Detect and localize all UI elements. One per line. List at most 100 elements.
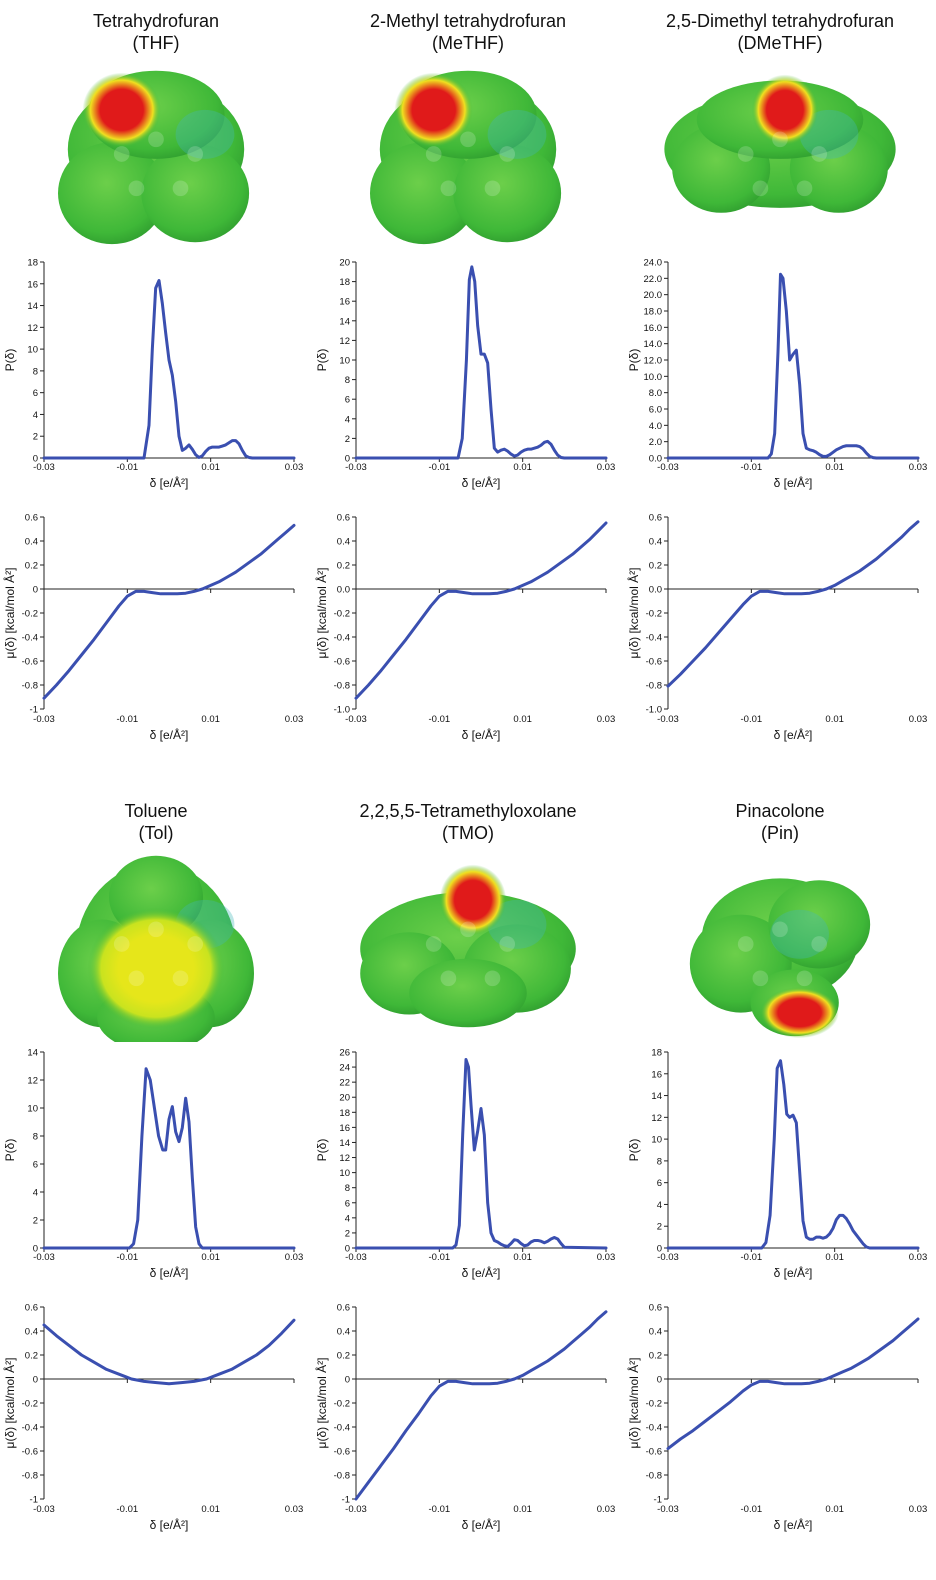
- y-tick-label: -0.6: [22, 657, 38, 668]
- atom-ghost: [187, 146, 204, 162]
- y-tick-label: -1: [342, 1495, 350, 1506]
- atom-ghost: [148, 131, 164, 148]
- x-tick-label: -0.01: [741, 1252, 763, 1263]
- atom-ghost: [737, 936, 754, 952]
- molecule-image: [58, 70, 250, 245]
- sigma-potential-chart: -1.0 -0.8 -0.6 -0.4 -0.2 0.0 0.2 0.4 0.6 -0.03 -0.…: [626, 513, 927, 743]
- y-tick-label: -0.4: [22, 633, 38, 644]
- negative-region: [175, 109, 235, 159]
- y-tick-label: 16.0: [644, 323, 663, 334]
- y-tick-label: 0.2: [25, 1351, 38, 1362]
- x-tick-label: -0.03: [345, 1252, 367, 1263]
- panel-charts: 0 2 4 6 8 10 12 14 16 18 -0.03 -0.01 0.01 0.03 δ [e/Å²…: [2, 258, 303, 743]
- atom-ghost: [484, 970, 501, 987]
- atom-ghost: [172, 180, 189, 197]
- x-tick-label: -0.01: [741, 714, 763, 725]
- y-tick-label: -0.8: [334, 681, 350, 692]
- panel-title: Toluene (Tol): [0, 800, 312, 844]
- sigma-profile-line: [666, 1059, 920, 1250]
- x-tick-label: 0.03: [909, 1504, 928, 1515]
- x-tick-label: -0.01: [741, 1504, 763, 1515]
- x-tick-label: 0.03: [285, 1252, 304, 1263]
- sigma-profile-chart: 0.0 2.0 4.0 6.0 8.0 10.0 12.0 14.0 16.0 18.0 20.0 2…: [627, 258, 927, 491]
- x-tick-label: -0.01: [741, 462, 763, 473]
- y-tick-label: 8.0: [649, 388, 662, 399]
- molecule-image: [360, 864, 576, 1028]
- x-tick-label: -0.01: [117, 1252, 139, 1263]
- y-tick-label: 20: [339, 258, 350, 269]
- x-tick-label: 0.01: [201, 1504, 220, 1515]
- y-tick-label: 16: [339, 297, 350, 308]
- x-axis-label: δ [e/Å²]: [774, 475, 813, 490]
- atom-ghost: [737, 146, 754, 162]
- y-tick-label: 0: [33, 1375, 38, 1386]
- molecule-name: 2-Methyl tetrahydrofuran: [369, 11, 567, 31]
- atom-ghost: [752, 970, 769, 987]
- y-tick-label: 8: [345, 1183, 350, 1194]
- molecule-name: Tetrahydrofuran: [92, 11, 220, 31]
- x-tick-label: 0.01: [825, 1504, 844, 1515]
- y-tick-label: 20.0: [644, 290, 663, 301]
- atom-ghost: [148, 921, 164, 938]
- x-axis-label: δ [e/Å²]: [150, 1265, 189, 1280]
- y-tick-label: 22.0: [644, 274, 663, 285]
- y-axis-label: P(δ): [315, 349, 329, 372]
- y-tick-label: 2: [345, 1228, 350, 1239]
- x-tick-label: 0.03: [285, 714, 304, 725]
- y-tick-label: 12: [339, 1153, 350, 1164]
- y-tick-label: 18: [651, 1048, 662, 1059]
- y-tick-label: 14: [339, 1138, 350, 1149]
- molecule-panel: Tetrahydrofuran (THF) 0 2 4 6 8 10 12 14 16 18 -0.03…: [0, 0, 312, 790]
- x-axis-label: δ [e/Å²]: [774, 1265, 813, 1280]
- y-axis-label: P(δ): [3, 349, 17, 372]
- atom-ghost: [187, 936, 204, 952]
- x-axis-label: δ [e/Å²]: [774, 1517, 813, 1532]
- atom-ghost: [128, 970, 145, 987]
- surface-lobe: [58, 142, 166, 245]
- y-tick-label: 18.0: [644, 307, 663, 318]
- y-tick-label: 10: [27, 345, 38, 356]
- y-tick-label: 0: [33, 585, 38, 596]
- x-axis-label: δ [e/Å²]: [462, 727, 501, 742]
- y-tick-label: 16: [27, 279, 38, 290]
- y-tick-label: 4: [345, 1213, 350, 1224]
- panel-charts: 0 2 4 6 8 10 12 14 16 18 20 -0.03 -0.01 0.01 0.03 δ [e/…: [314, 258, 615, 743]
- y-tick-label: -0.8: [646, 1471, 662, 1482]
- x-tick-label: -0.03: [657, 714, 679, 725]
- x-tick-label: -0.03: [657, 462, 679, 473]
- sigma-potential-chart: -1 -0.8 -0.6 -0.4 -0.2 0 0.2 0.4 0.6 -0.03 -0.01 0.…: [2, 1303, 303, 1533]
- surface-lobe: [768, 880, 871, 969]
- x-tick-label: -0.03: [33, 1504, 55, 1515]
- y-tick-label: 12: [27, 323, 38, 334]
- x-axis-label: δ [e/Å²]: [774, 727, 813, 742]
- y-axis-label: μ(δ) [kcal/mol Å²]: [2, 1358, 17, 1449]
- molecule-abbreviation: (MeTHF): [432, 33, 504, 53]
- polarity-hotspot: [82, 72, 161, 148]
- x-tick-label: 0.01: [825, 462, 844, 473]
- y-tick-label: -0.2: [646, 1399, 662, 1410]
- atom-ghost: [772, 131, 788, 148]
- panel-title: 2-Methyl tetrahydrofuran (MeTHF): [312, 10, 624, 54]
- y-tick-label: -0.4: [646, 633, 662, 644]
- x-tick-label: -0.03: [33, 462, 55, 473]
- sigma-potential-chart: -1 -0.8 -0.6 -0.4 -0.2 0 0.2 0.4 0.6 -0.03 -0.01 0.…: [2, 513, 303, 743]
- molecule-surface: [689, 878, 871, 1039]
- y-axis-label: μ(δ) [kcal/mol Å²]: [314, 1358, 329, 1449]
- x-tick-label: -0.01: [429, 462, 451, 473]
- x-axis-label: δ [e/Å²]: [150, 475, 189, 490]
- molecule-panel: Pinacolone (Pin) 0 2 4 6 8 10 12 14 16 18 -0.03 -0.01…: [624, 790, 936, 1580]
- y-tick-label: -1: [654, 1495, 662, 1506]
- y-tick-label: 2: [33, 432, 38, 443]
- y-axis-label: P(δ): [627, 349, 641, 372]
- y-tick-label: 10: [651, 1135, 662, 1146]
- x-tick-label: -0.03: [657, 1252, 679, 1263]
- atom-ghost: [425, 146, 442, 162]
- y-tick-label: 2: [33, 1216, 38, 1227]
- y-tick-label: -0.6: [22, 1447, 38, 1458]
- y-tick-label: -0.2: [334, 609, 350, 620]
- y-tick-label: 4: [657, 1200, 662, 1211]
- y-tick-label: -1: [30, 705, 38, 716]
- panel-charts: 0 2 4 6 8 10 12 14 16 18 -0.03 -0.01 0.01 0.03 δ [e/Å²…: [626, 1048, 928, 1533]
